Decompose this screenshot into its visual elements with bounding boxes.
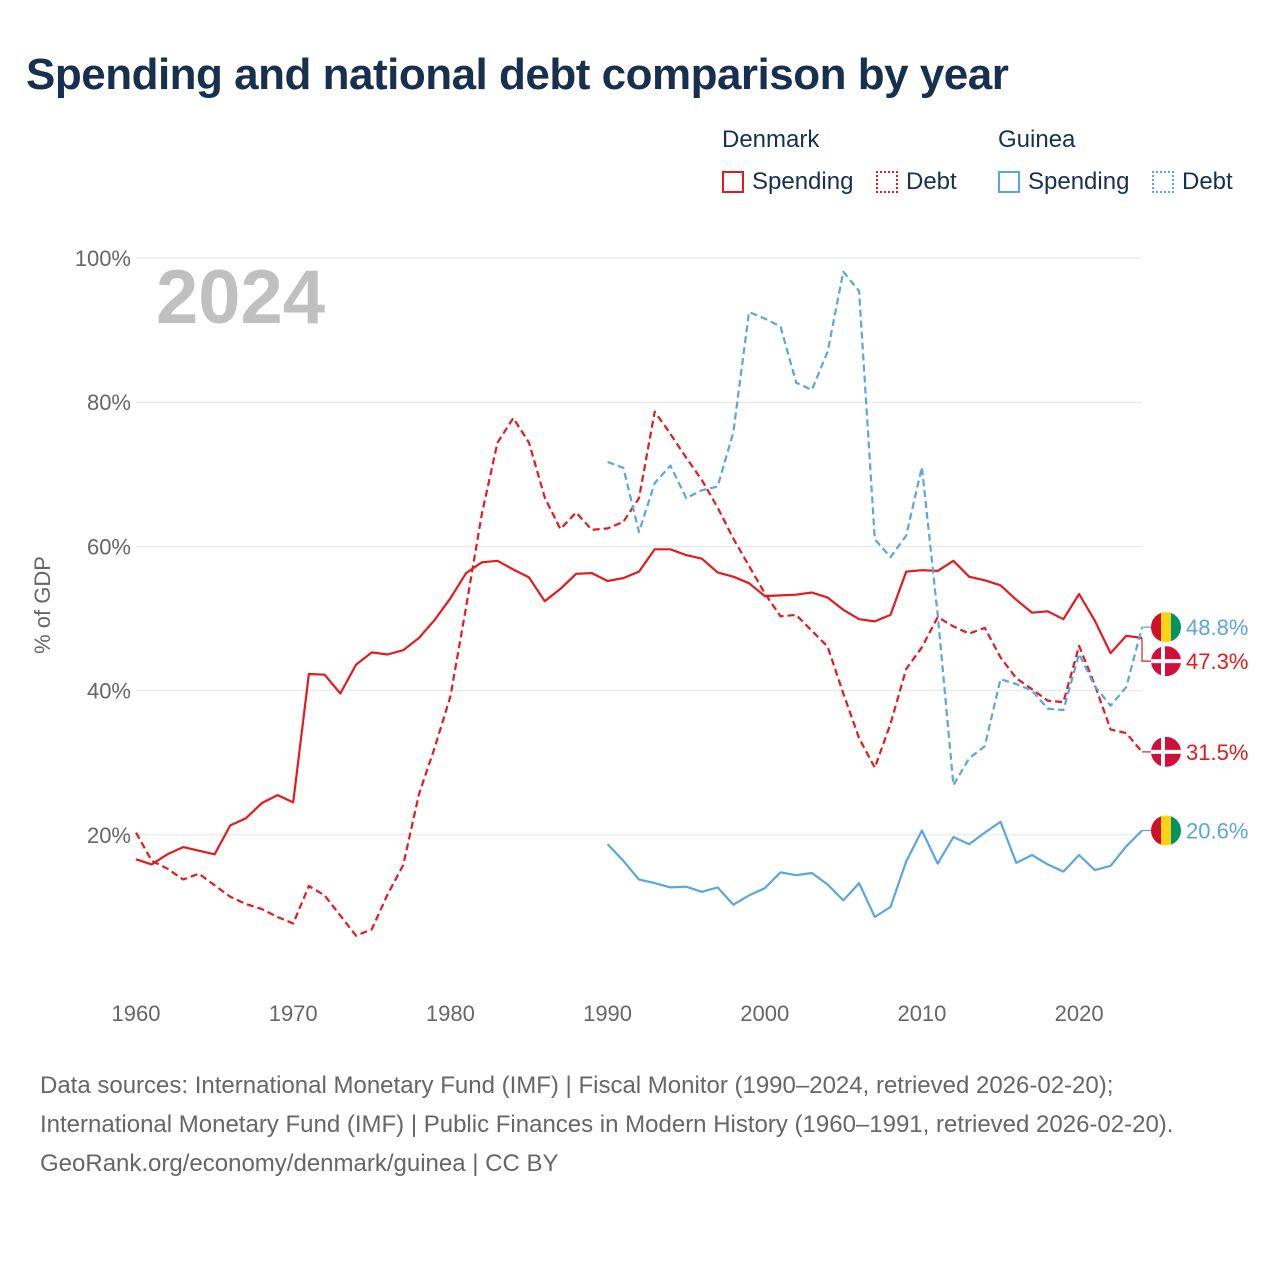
end-value-label: 48.8% xyxy=(1186,615,1248,640)
denmark-flag-icon xyxy=(1151,736,1181,767)
y-tick-label: 40% xyxy=(87,679,131,704)
flag-stripe-yellow xyxy=(1161,612,1171,643)
legend-swatch-solid-icon xyxy=(998,171,1020,193)
end-value-label: 20.6% xyxy=(1186,818,1248,843)
x-tick-label: 2000 xyxy=(740,1001,789,1026)
footer: Data sources: International Monetary Fun… xyxy=(40,1066,1240,1183)
flag-stripe-red xyxy=(1151,612,1161,643)
chart-title: Spending and national debt comparison by… xyxy=(26,50,1009,99)
x-tick-label: 2020 xyxy=(1055,1001,1104,1026)
series-line-guinea-spending xyxy=(606,820,1143,919)
x-tick-label: 2010 xyxy=(897,1001,946,1026)
series-line-denmark-debt xyxy=(135,410,1143,937)
end-value-label: 31.5% xyxy=(1186,740,1248,765)
series-line-guinea-debt xyxy=(607,270,1144,787)
legend-country-label: Denmark xyxy=(722,126,820,153)
x-tick-label: 1960 xyxy=(112,1001,161,1026)
grid-lines xyxy=(136,257,1142,836)
legend-denmark: Denmark Spending Debt xyxy=(722,126,972,206)
legend-item-guinea-spending[interactable]: Spending xyxy=(998,168,1129,196)
x-tick-label: 1970 xyxy=(269,1001,318,1026)
flag-stripe-yellow xyxy=(1161,815,1171,846)
guinea-flag-icon xyxy=(1151,612,1181,643)
legend-country-label: Guinea xyxy=(998,126,1076,153)
data-sources: Data sources: International Monetary Fun… xyxy=(40,1072,1174,1138)
legend-item-guinea-debt[interactable]: Debt xyxy=(1152,168,1233,196)
flag-stripe-green xyxy=(1171,815,1181,846)
credit-link[interactable]: GeoRank.org/economy/denmark/guinea | CC … xyxy=(40,1150,559,1177)
legend-swatch-dotted-icon xyxy=(876,171,898,193)
x-tick-label: 1980 xyxy=(426,1001,475,1026)
flag-cross-horizontal xyxy=(1151,659,1181,664)
y-tick-label: 100% xyxy=(75,246,131,271)
legend-item-label: Spending xyxy=(1028,168,1130,195)
denmark-flag-icon xyxy=(1151,646,1181,677)
flag-stripe-green xyxy=(1171,612,1181,643)
y-axis-label: % of GDP xyxy=(30,556,55,654)
end-label-leader xyxy=(1141,637,1151,662)
legend-item-label: Spending xyxy=(752,168,854,195)
guinea-flag-icon xyxy=(1151,815,1181,846)
legend-item-denmark-spending[interactable]: Spending xyxy=(722,168,853,196)
line-chart: 2024 % of GDP 20%40%60%80%100% 1960 1970 1… xyxy=(30,246,1248,1026)
y-tick-label: 60% xyxy=(87,534,131,559)
x-tick-label: 1990 xyxy=(583,1001,632,1026)
end-labels: 48.8% 47.3% 31.5% 20.6% xyxy=(1141,612,1248,846)
legend-item-label: Debt xyxy=(1182,168,1233,195)
year-watermark: 2024 xyxy=(156,255,325,340)
x-axis-ticks: 1960 1970 1980 1990 2000 2010 2020 xyxy=(112,1001,1104,1026)
series-line-denmark-spending xyxy=(135,548,1143,866)
flag-stripe-red xyxy=(1151,815,1161,846)
end-value-label: 47.3% xyxy=(1186,649,1248,674)
y-tick-label: 80% xyxy=(87,390,131,415)
y-tick-label: 20% xyxy=(87,823,131,848)
legend-item-label: Debt xyxy=(906,168,957,195)
legend-item-denmark-debt[interactable]: Debt xyxy=(876,168,957,196)
series-lines xyxy=(135,270,1144,937)
flag-cross-horizontal xyxy=(1151,749,1181,754)
legend-swatch-solid-icon xyxy=(722,171,744,193)
legend-swatch-dotted-icon xyxy=(1152,171,1174,193)
y-axis-ticks: 20% 40% 60% 80% 100% xyxy=(75,246,131,848)
legend-guinea: Guinea Spending Debt xyxy=(998,126,1258,206)
